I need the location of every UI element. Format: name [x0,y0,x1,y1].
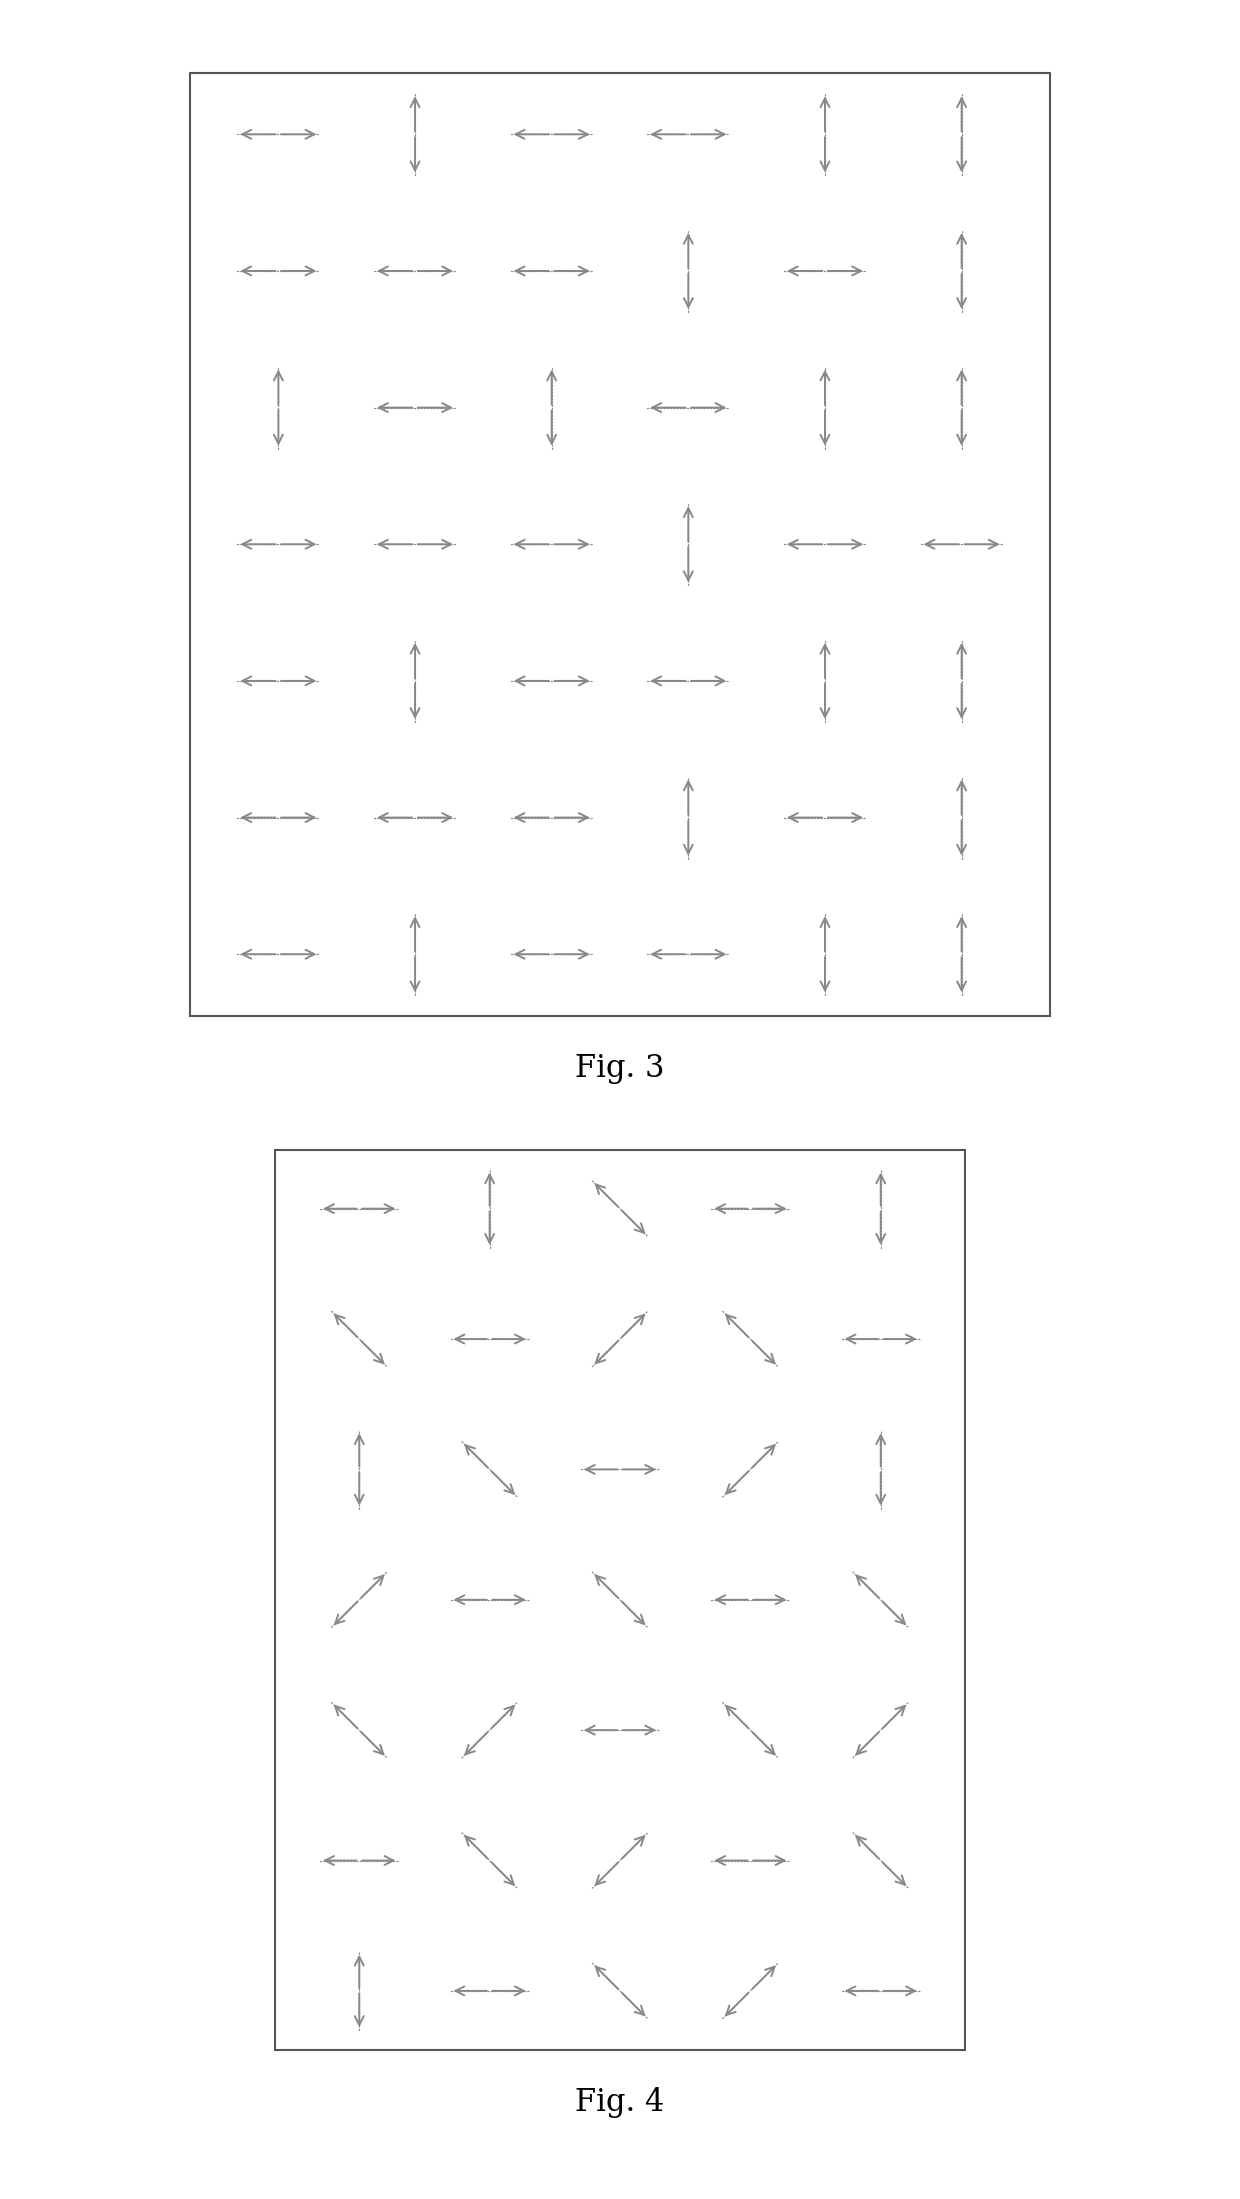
Text: Fig. 4: Fig. 4 [575,2087,665,2118]
Text: Fig. 3: Fig. 3 [575,1053,665,1084]
